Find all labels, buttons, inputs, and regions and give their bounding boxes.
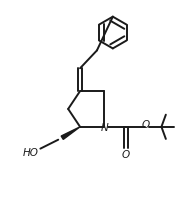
Text: O: O xyxy=(142,120,150,130)
Text: HO: HO xyxy=(23,148,38,158)
Text: N: N xyxy=(101,123,109,133)
Polygon shape xyxy=(61,127,80,139)
Text: O: O xyxy=(122,150,130,160)
